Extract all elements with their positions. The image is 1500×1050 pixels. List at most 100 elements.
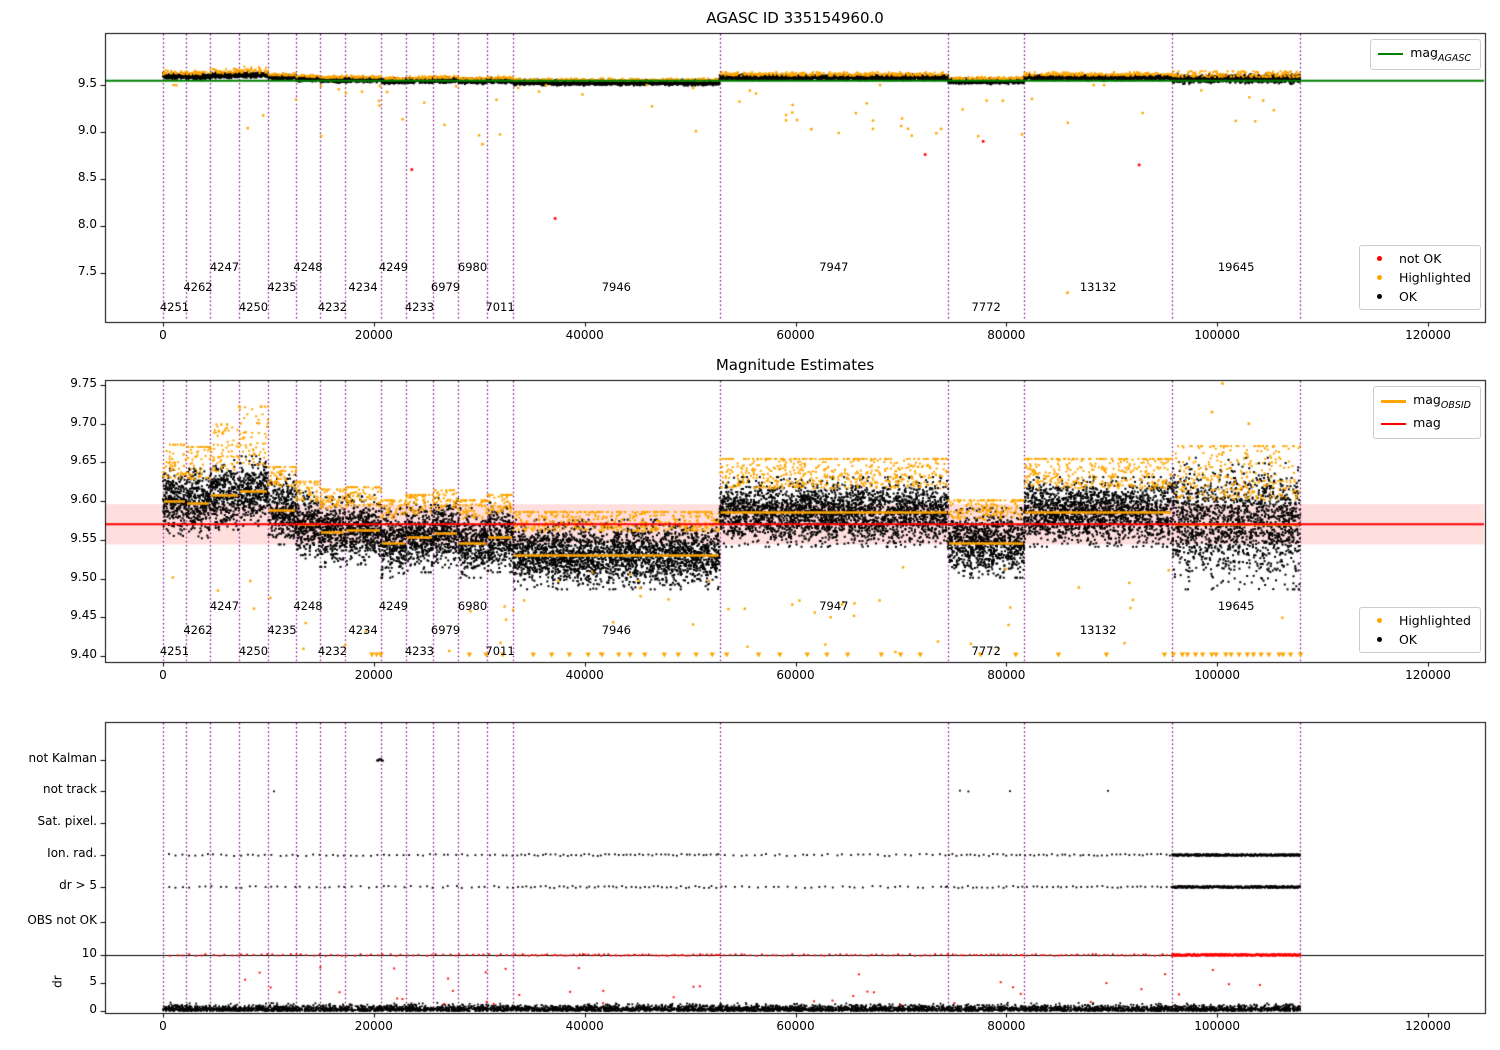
obsid-label: 4247 (209, 260, 240, 274)
y-tick-label: 9.55 (70, 530, 97, 545)
x-tick-label: 120000 (1405, 1019, 1451, 1033)
x-tick-label: 100000 (1194, 1019, 1241, 1033)
obsid-label: 19645 (1217, 260, 1255, 274)
category-label: Ion. rad. (47, 846, 97, 860)
obsid-label: 4248 (293, 260, 323, 274)
mag-obsid-line-swatch (1381, 399, 1407, 403)
x-tick-label: 40000 (565, 328, 604, 342)
dr-tick-label: 0 (89, 1002, 97, 1016)
obsid-label: 4232 (317, 644, 348, 658)
x-tick-label: 100000 (1194, 668, 1241, 682)
legend-item-not-ok: not OK (1367, 251, 1471, 266)
category-label: dr > 5 (59, 878, 97, 892)
y-tick-label: 8.0 (77, 217, 97, 231)
dr-axis-label: dr (50, 975, 65, 988)
y-tick-label: 9.0 (77, 123, 97, 137)
x-tick-label: 80000 (987, 328, 1026, 342)
obsid-label: 4251 (159, 644, 190, 658)
x-tick-label: 40000 (565, 668, 604, 682)
y-tick-label: 7.5 (77, 264, 97, 278)
x-tick-label: 20000 (354, 1019, 393, 1033)
x-tick-label: 80000 (987, 668, 1026, 682)
legend-label-highlighted-mid: Highlighted (1398, 613, 1471, 628)
obsid-label: 13132 (1079, 280, 1117, 294)
top-plot-title: AGASC ID 335154960.0 (706, 9, 884, 27)
obsid-label: 4247 (209, 599, 240, 613)
obsid-label: 4249 (378, 260, 409, 274)
dr-tick-label: 10 (81, 946, 97, 960)
legend-label-highlighted: Highlighted (1398, 270, 1471, 285)
x-tick-label: 0 (159, 1019, 167, 1033)
x-tick-label: 120000 (1405, 328, 1451, 342)
obsid-label: 6980 (457, 599, 488, 613)
obsid-label: 4234 (348, 623, 378, 637)
obsid-label: 4262 (183, 280, 213, 294)
obsid-label: 4250 (238, 300, 269, 314)
obsid-label: 6980 (457, 260, 488, 274)
y-tick-label: 9.75 (70, 376, 97, 390)
x-tick-label: 40000 (565, 1019, 604, 1033)
legend-label-mag-obsid: magOBSID (1413, 392, 1471, 411)
obsid-label: 7011 (485, 300, 515, 314)
obsid-label: 4248 (293, 599, 323, 613)
obsid-label: 4235 (267, 280, 297, 294)
x-tick-label: 0 (159, 328, 167, 342)
obsid-label: 6979 (430, 280, 461, 294)
ok-marker-swatch (1376, 637, 1382, 642)
ok-marker-swatch (1376, 294, 1382, 299)
highlighted-marker-swatch (1376, 275, 1382, 280)
obsid-label: 7011 (485, 644, 515, 658)
x-tick-label: 60000 (776, 328, 815, 342)
y-tick-label: 9.70 (70, 414, 97, 429)
obsid-label: 13132 (1079, 623, 1117, 637)
legend-label-ok: OK (1398, 289, 1417, 304)
obsid-label: 4233 (404, 300, 435, 314)
legend-item-highlighted-mid: Highlighted (1367, 613, 1471, 628)
dr-tick-label: 5 (89, 974, 97, 988)
y-tick-label: 9.5 (77, 76, 97, 90)
obsid-label: 7947 (819, 260, 849, 274)
y-tick-label: 9.65 (70, 453, 97, 468)
legend-mag-agasc: magAGASC (1370, 39, 1481, 70)
obsid-label: 7946 (601, 623, 631, 637)
legend-middle-points: Highlighted OK (1358, 607, 1481, 653)
x-tick-label: 0 (159, 668, 167, 682)
category-label: not track (42, 782, 97, 796)
mag-agasc-line-swatch (1378, 53, 1404, 56)
middle-plot-title: Magnitude Estimates (715, 356, 875, 374)
x-tick-label: 120000 (1405, 668, 1451, 682)
obsid-label: 7772 (971, 300, 1001, 314)
not-ok-marker-swatch (1376, 256, 1382, 261)
category-label: Sat. pixel. (37, 814, 97, 828)
legend-item-mag: mag (1381, 415, 1471, 434)
y-tick-label: 9.50 (70, 569, 97, 584)
x-tick-label: 100000 (1194, 328, 1241, 342)
y-tick-label: 9.60 (70, 492, 97, 507)
obsid-label: 6979 (430, 623, 461, 637)
obsid-label: 4235 (267, 623, 297, 637)
legend-item-ok: OK (1367, 289, 1471, 304)
obsid-label: 4249 (378, 599, 409, 613)
obsid-label: 4262 (183, 623, 213, 637)
x-tick-label: 80000 (987, 1019, 1026, 1033)
obsid-label: 4234 (348, 280, 378, 294)
obsid-label: 19645 (1217, 599, 1255, 613)
legend-top-points: not OK Highlighted OK (1358, 245, 1481, 310)
legend-item-mag-obsid: magOBSID (1381, 392, 1471, 411)
obsid-label: 4232 (317, 300, 348, 314)
x-tick-label: 20000 (354, 668, 393, 682)
x-tick-label: 20000 (354, 328, 393, 342)
x-tick-label: 60000 (776, 1019, 815, 1033)
obsid-label: 4250 (238, 644, 269, 658)
x-tick-label: 60000 (776, 668, 815, 682)
category-label: not Kalman (28, 751, 97, 765)
y-tick-label: 9.40 (70, 646, 97, 661)
legend-item-mag-agasc: magAGASC (1378, 45, 1471, 64)
obsid-label: 4233 (404, 644, 435, 658)
legend-label-not-ok: not OK (1398, 251, 1442, 266)
category-label: OBS not OK (27, 913, 97, 927)
legend-middle-lines: magOBSID mag (1373, 386, 1481, 439)
legend-label-ok-mid: OK (1398, 632, 1417, 647)
y-tick-label: 8.5 (77, 170, 97, 184)
